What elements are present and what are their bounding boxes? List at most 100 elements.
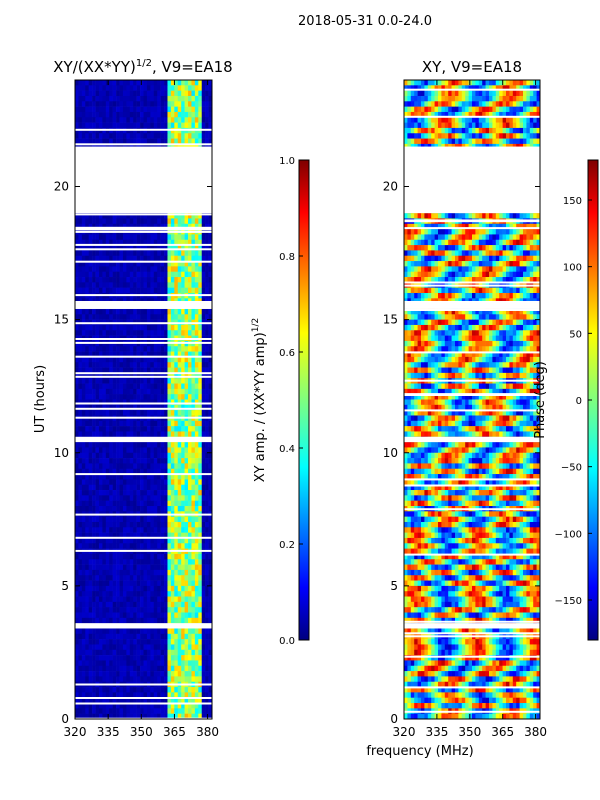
heatmap-cell bbox=[164, 388, 168, 395]
heatmap-cell bbox=[136, 426, 141, 432]
heatmap-cell bbox=[167, 266, 172, 273]
heatmap-cell bbox=[95, 255, 100, 262]
heatmap-cell bbox=[102, 617, 107, 624]
heatmap-cell bbox=[85, 223, 89, 230]
heatmap-cell bbox=[170, 458, 175, 464]
heatmap-cell bbox=[194, 426, 199, 432]
heatmap-cell bbox=[88, 388, 93, 395]
heatmap-cell bbox=[164, 591, 168, 597]
heatmap-cell bbox=[75, 644, 79, 651]
heatmap-cell bbox=[191, 697, 196, 704]
heatmap-cell bbox=[112, 479, 117, 486]
heatmap-cell bbox=[170, 649, 175, 656]
heatmap-cell bbox=[116, 255, 120, 262]
heatmap-cell bbox=[157, 378, 161, 384]
heatmap-cell bbox=[167, 399, 172, 406]
heatmap-cell bbox=[205, 639, 209, 645]
heatmap-cell bbox=[201, 367, 206, 374]
heatmap-cell bbox=[129, 479, 134, 486]
heatmap-cell bbox=[95, 308, 100, 315]
heatmap-cell bbox=[184, 314, 189, 320]
heatmap-cell bbox=[105, 282, 110, 288]
heatmap-cell bbox=[85, 527, 89, 533]
heatmap-cell bbox=[191, 367, 196, 374]
heatmap-cell bbox=[98, 527, 103, 533]
heatmap-cell bbox=[112, 324, 117, 331]
heatmap-cell bbox=[75, 442, 79, 448]
heatmap-cell bbox=[78, 101, 83, 107]
heatmap-cell bbox=[465, 80, 469, 86]
heatmap-cell bbox=[174, 346, 179, 352]
cb1-tick-label: 0.4 bbox=[279, 444, 295, 455]
heatmap-cell bbox=[75, 223, 79, 230]
heatmap-cell bbox=[143, 607, 148, 613]
heatmap-cell bbox=[157, 426, 161, 432]
heatmap-cell bbox=[191, 271, 196, 278]
heatmap-cell bbox=[78, 639, 83, 645]
heatmap-cell bbox=[143, 660, 148, 667]
heatmap-cell bbox=[201, 261, 206, 267]
heatmap-cell bbox=[92, 495, 96, 501]
heatmap-cell bbox=[424, 80, 429, 86]
heatmap-cell bbox=[102, 543, 107, 549]
heatmap-cell bbox=[92, 484, 96, 491]
heatmap-cell bbox=[119, 213, 124, 219]
heatmap-cell bbox=[129, 447, 134, 454]
heatmap-cell bbox=[468, 90, 473, 97]
heatmap-cell bbox=[181, 255, 185, 262]
heatmap-cell bbox=[129, 463, 134, 470]
heatmap-cell bbox=[88, 271, 93, 278]
heatmap-cell bbox=[205, 655, 209, 661]
heatmap-cell bbox=[129, 383, 134, 390]
heatmap-cell bbox=[78, 245, 83, 251]
heatmap-cell bbox=[191, 585, 196, 592]
heatmap-cell bbox=[119, 495, 124, 501]
heatmap-cell bbox=[164, 671, 168, 677]
heatmap-cell bbox=[160, 655, 165, 661]
heatmap-cell bbox=[444, 90, 449, 97]
heatmap-cell bbox=[140, 122, 144, 129]
heatmap-cell bbox=[146, 553, 151, 560]
heatmap-cell bbox=[119, 404, 124, 411]
heatmap-cell bbox=[150, 527, 155, 533]
heatmap-cell bbox=[194, 362, 199, 368]
heatmap-cell bbox=[198, 537, 203, 544]
heatmap-cell bbox=[191, 442, 196, 448]
heatmap-cell bbox=[208, 90, 213, 97]
heatmap-cell bbox=[112, 639, 117, 645]
heatmap-cell bbox=[98, 362, 103, 368]
heatmap-cell bbox=[191, 527, 196, 533]
heatmap-cell bbox=[157, 601, 161, 608]
heatmap-cell bbox=[136, 474, 141, 480]
heatmap-cell bbox=[126, 692, 131, 699]
heatmap-cell bbox=[112, 607, 117, 613]
heatmap-cell bbox=[116, 495, 120, 501]
heatmap-cell bbox=[75, 255, 79, 262]
heatmap-cell bbox=[98, 255, 103, 262]
heatmap-cell bbox=[81, 575, 86, 581]
heatmap-cell bbox=[126, 372, 131, 379]
heatmap-cell bbox=[95, 639, 100, 645]
heatmap-cell bbox=[98, 261, 103, 267]
heatmap-cell bbox=[205, 633, 209, 640]
heatmap-cell bbox=[95, 521, 100, 528]
heatmap-cell bbox=[184, 85, 189, 91]
heatmap-cell bbox=[177, 607, 182, 613]
heatmap-cell bbox=[129, 585, 134, 592]
heatmap-cell bbox=[78, 399, 83, 406]
heatmap-cell bbox=[133, 655, 137, 661]
heatmap-cell bbox=[92, 330, 96, 336]
heatmap-cell bbox=[109, 474, 113, 480]
heatmap-cell bbox=[146, 420, 151, 427]
heatmap-cell bbox=[198, 138, 203, 145]
heatmap-cell bbox=[136, 490, 141, 496]
heatmap-cell bbox=[174, 356, 179, 363]
heatmap-cell bbox=[133, 607, 137, 613]
heatmap-cell bbox=[174, 633, 179, 640]
heatmap-cell bbox=[184, 420, 189, 427]
heatmap-cell bbox=[208, 271, 213, 278]
heatmap-cell bbox=[75, 314, 79, 320]
heatmap-cell bbox=[174, 490, 179, 496]
heatmap-cell bbox=[198, 639, 203, 645]
heatmap-cell bbox=[146, 250, 151, 257]
